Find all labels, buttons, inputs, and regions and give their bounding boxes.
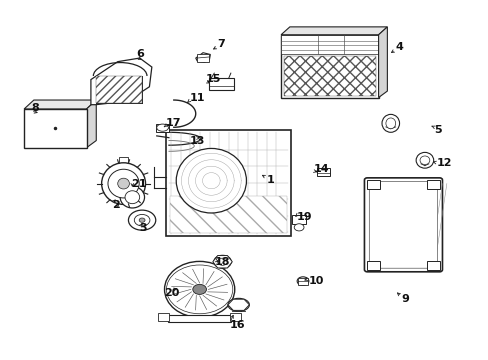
Bar bbox=[166, 130, 290, 235]
Polygon shape bbox=[281, 27, 386, 35]
Bar bbox=[427, 180, 439, 189]
Text: 11: 11 bbox=[189, 93, 205, 103]
FancyBboxPatch shape bbox=[368, 181, 437, 268]
Bar bbox=[427, 261, 439, 270]
Ellipse shape bbox=[120, 186, 144, 208]
Text: 5: 5 bbox=[434, 125, 441, 135]
Text: 15: 15 bbox=[205, 74, 221, 84]
Bar bbox=[158, 313, 168, 321]
Text: 2: 2 bbox=[112, 200, 120, 210]
Text: 8: 8 bbox=[31, 103, 39, 113]
Text: 3: 3 bbox=[140, 224, 147, 233]
Ellipse shape bbox=[134, 215, 150, 226]
Ellipse shape bbox=[294, 224, 304, 231]
Ellipse shape bbox=[157, 124, 168, 131]
Bar bbox=[230, 313, 241, 321]
Text: 13: 13 bbox=[189, 136, 205, 145]
Text: 12: 12 bbox=[436, 158, 452, 168]
Bar bbox=[209, 78, 233, 90]
Text: 19: 19 bbox=[297, 212, 312, 221]
Ellipse shape bbox=[419, 156, 429, 165]
Bar bbox=[366, 261, 379, 270]
Text: 10: 10 bbox=[308, 276, 324, 286]
Bar bbox=[167, 315, 231, 321]
Ellipse shape bbox=[227, 298, 249, 311]
Bar bbox=[96, 76, 142, 103]
Polygon shape bbox=[86, 100, 96, 148]
Text: 7: 7 bbox=[217, 40, 225, 49]
Polygon shape bbox=[227, 299, 249, 310]
Text: 1: 1 bbox=[266, 175, 274, 185]
Bar bbox=[170, 196, 286, 233]
Polygon shape bbox=[378, 27, 386, 98]
Ellipse shape bbox=[128, 210, 156, 230]
Ellipse shape bbox=[176, 148, 246, 213]
Ellipse shape bbox=[213, 255, 231, 268]
Bar bbox=[126, 183, 138, 187]
Ellipse shape bbox=[118, 178, 129, 189]
Ellipse shape bbox=[164, 261, 234, 318]
Polygon shape bbox=[91, 58, 152, 105]
Ellipse shape bbox=[108, 169, 139, 198]
Bar bbox=[366, 180, 379, 189]
Ellipse shape bbox=[139, 218, 145, 222]
Ellipse shape bbox=[192, 284, 206, 294]
FancyBboxPatch shape bbox=[364, 178, 442, 272]
Ellipse shape bbox=[102, 163, 145, 204]
Bar bbox=[281, 35, 378, 54]
Bar bbox=[119, 157, 128, 163]
Ellipse shape bbox=[297, 277, 308, 285]
Text: 16: 16 bbox=[229, 320, 245, 330]
Text: 20: 20 bbox=[163, 288, 179, 298]
Ellipse shape bbox=[415, 152, 433, 168]
Ellipse shape bbox=[125, 191, 140, 204]
Ellipse shape bbox=[385, 118, 395, 129]
Bar bbox=[24, 109, 86, 148]
Bar bbox=[298, 278, 307, 285]
Text: 21: 21 bbox=[131, 179, 146, 189]
Text: 14: 14 bbox=[313, 164, 329, 174]
Bar bbox=[196, 54, 208, 62]
Bar bbox=[156, 124, 169, 132]
Text: 4: 4 bbox=[395, 42, 403, 52]
Bar bbox=[283, 55, 375, 96]
Bar bbox=[281, 35, 378, 98]
Polygon shape bbox=[24, 100, 96, 109]
Text: 6: 6 bbox=[136, 49, 144, 59]
Bar bbox=[316, 168, 330, 176]
Ellipse shape bbox=[217, 258, 227, 265]
Polygon shape bbox=[212, 256, 232, 268]
Bar bbox=[292, 215, 305, 224]
Text: 18: 18 bbox=[214, 257, 229, 267]
Text: 9: 9 bbox=[401, 294, 408, 304]
Polygon shape bbox=[195, 53, 210, 62]
Ellipse shape bbox=[381, 114, 399, 132]
Text: 17: 17 bbox=[165, 118, 181, 128]
